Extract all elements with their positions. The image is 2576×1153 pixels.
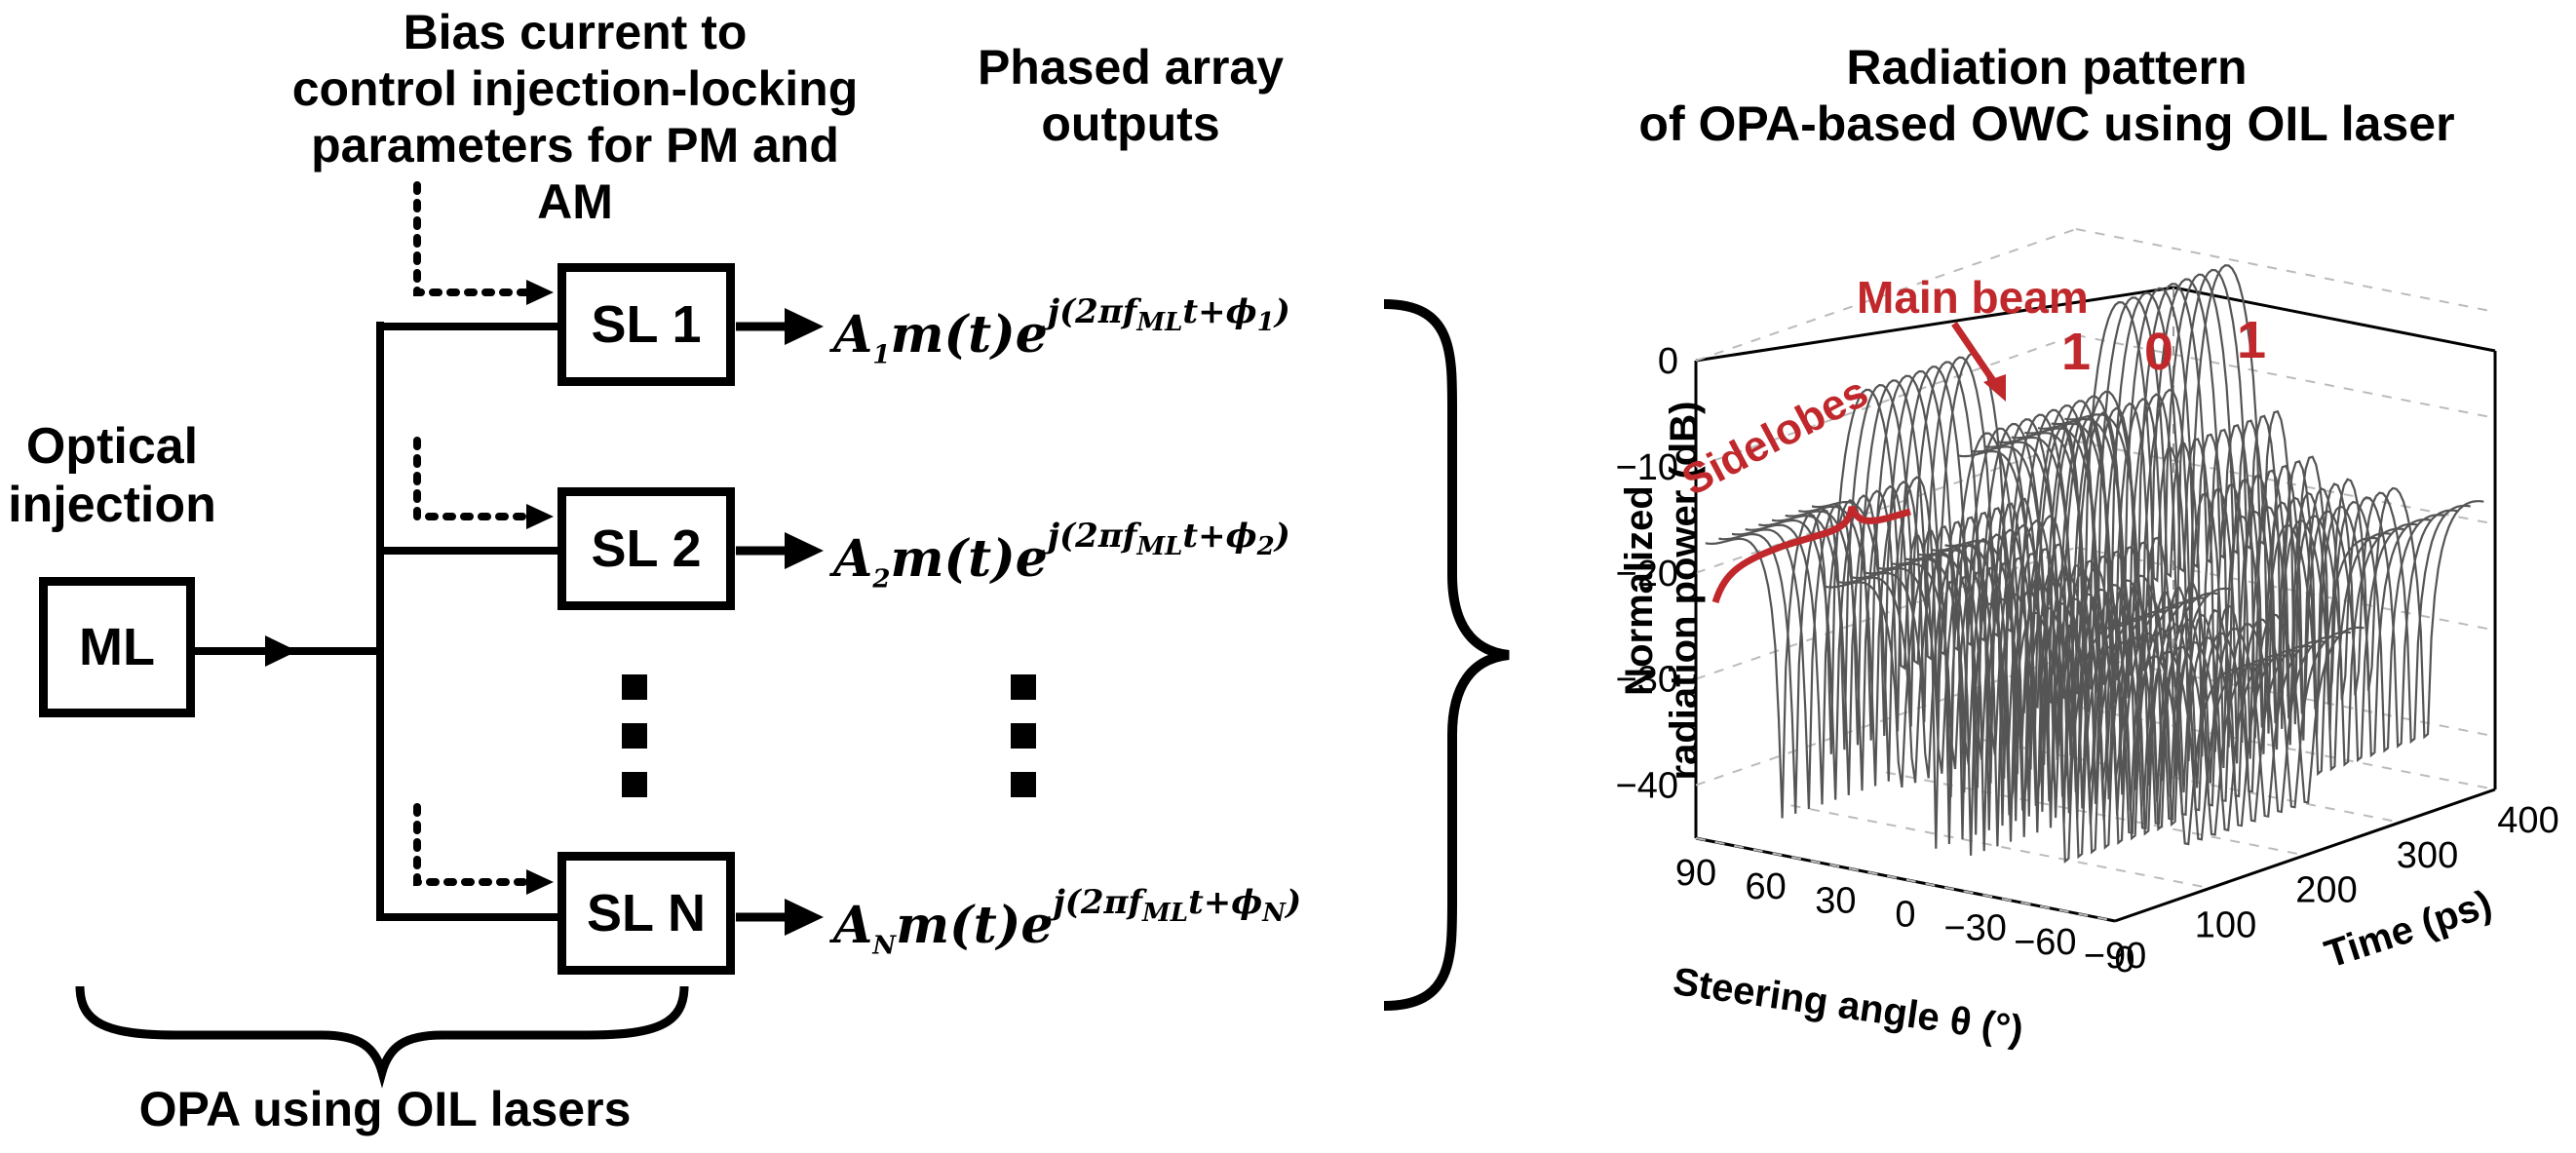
slave-laser-box-1: SL 1	[557, 263, 735, 386]
main-beam-annotation: Main beam	[1857, 272, 2089, 323]
slave-laser-label-n: SL N	[586, 884, 707, 942]
z-grid-line	[2075, 333, 2496, 419]
angle-tick-label: −30	[1943, 908, 2006, 949]
outputs-brace	[1383, 299, 1510, 1011]
waterfall-slice	[2037, 273, 2458, 749]
phased-array-header: Phased array outputs	[977, 40, 1285, 151]
master-laser-box: ML	[39, 577, 195, 717]
time-grid-line	[1980, 738, 2401, 824]
master-laser-label: ML	[79, 618, 155, 676]
z-tick-label: 0	[1658, 341, 1678, 382]
bit-label-3: 1	[2237, 311, 2267, 369]
time-tick-label: 0	[2114, 940, 2134, 980]
sidelobes-brace	[1711, 505, 1911, 604]
z-tick-label: −10	[1616, 447, 1678, 488]
output-expression-2: A2m(t)ej(2πfMLt+ϕ2)	[833, 517, 1290, 595]
z-grid-line	[2075, 546, 2496, 632]
time-tick-label: 100	[2195, 904, 2256, 945]
slave-laser-label-2: SL 2	[591, 519, 702, 578]
bias-current-header: Bias current to control injection-lockin…	[291, 5, 859, 229]
angle-tick-label: −60	[2014, 922, 2076, 963]
time-grid-line	[1790, 804, 2211, 890]
z-tick-label: −40	[1616, 766, 1678, 807]
waterfall-slice	[2011, 283, 2431, 758]
z-grid-line	[2075, 440, 2496, 525]
opa-brace	[75, 985, 689, 1089]
ml-output-arrowhead	[265, 635, 297, 667]
output-expression-1: A1m(t)ej(2πfMLt+ϕ1)	[833, 292, 1290, 370]
radiation-pattern-header: Radiation pattern of OPA-based OWC using…	[1638, 40, 2455, 151]
z-tick-label: −20	[1616, 554, 1678, 595]
time-tick-label: 300	[2397, 835, 2458, 876]
opa-label: OPA using OIL lasers	[138, 1082, 632, 1136]
angle-tick-label: 0	[1895, 895, 1915, 936]
z-grid-line	[1695, 333, 2077, 468]
waterfall-slice	[2064, 264, 2484, 740]
angle-tick-label: −90	[2084, 936, 2146, 977]
slave-laser-label-1: SL 1	[591, 295, 702, 354]
z-grid-line	[2075, 228, 2496, 313]
time-grid-line	[1885, 771, 2306, 857]
bias-arrow-sl2	[413, 437, 535, 520]
time-grid-line	[1695, 837, 2116, 922]
angle-tick-label: 30	[1815, 880, 1856, 921]
slave-laser-box-2: SL 2	[557, 487, 735, 610]
bias-arrow-sln	[413, 803, 535, 886]
slave-laser-box-n: SL N	[557, 852, 735, 975]
waterfall-slice	[1997, 287, 2418, 763]
z-tick-label: −30	[1616, 660, 1678, 701]
angle-tick-label: 90	[1675, 853, 1716, 894]
time-grid-line	[2075, 706, 2496, 790]
time-tick-label: 400	[2497, 800, 2558, 841]
z-grid-line	[1695, 228, 2077, 362]
output-expression-n: ANm(t)ej(2πfMLt+ϕN)	[833, 883, 1302, 961]
waterfall-slice	[2051, 268, 2471, 745]
z-grid-line	[2075, 652, 2496, 738]
optical-injection-label: Optical injection	[8, 418, 216, 533]
time-tick-label: 200	[2295, 870, 2357, 911]
bias-arrow-sl1	[413, 181, 535, 296]
waterfall-slice	[2024, 278, 2444, 753]
bit-label-1: 1	[2061, 323, 2092, 381]
bit-label-2: 0	[2144, 323, 2174, 381]
angle-tick-label: 60	[1746, 866, 1787, 907]
main-beam-arrow	[1951, 322, 1999, 387]
